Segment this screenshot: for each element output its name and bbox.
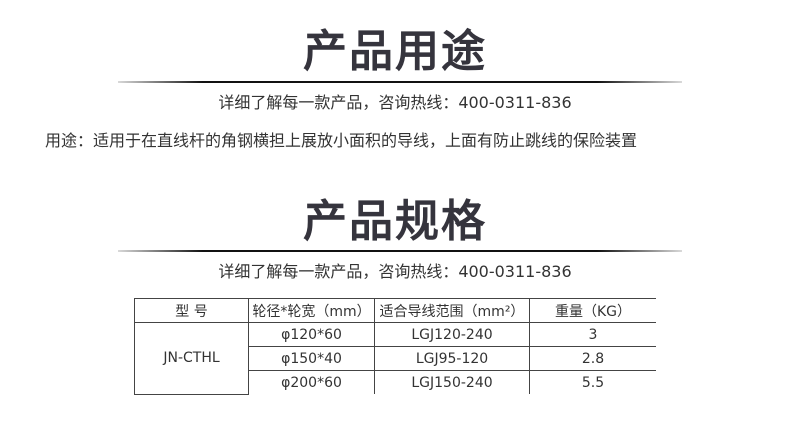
- table-row: φ150*40 LGJ95-120 2.8: [135, 346, 656, 371]
- table-row: φ200*60 LGJ150-240 5.5: [135, 370, 656, 394]
- header-model: 型 号: [134, 298, 249, 323]
- header-range: 适合导线范围（mm²）: [374, 298, 530, 323]
- section-title-usage: 产品用途: [303, 26, 487, 77]
- contact-line: 详细了解每一款产品，咨询热线：400-0311-836: [218, 262, 572, 281]
- range-cell: LGJ120-240: [374, 322, 530, 347]
- divider: [118, 250, 682, 252]
- contact-line: 详细了解每一款产品，咨询热线：400-0311-836: [218, 93, 572, 112]
- usage-text: 用途：适用于在直线杆的角钢横担上展放小面积的导线，上面有防止跳线的保险装置: [45, 131, 638, 150]
- model-cell: JN-CTHL: [134, 322, 249, 395]
- range-cell: LGJ95-120: [374, 346, 530, 371]
- wheel-cell: φ150*40: [248, 346, 375, 371]
- table-row: JN-CTHL φ120*60 LGJ120-240 3: [134, 322, 656, 395]
- spec-table: 型 号 轮径*轮宽（mm） 适合导线范围（mm²） 重量（KG） JN-CTHL…: [134, 298, 656, 395]
- weight-cell: 2.8: [529, 346, 656, 371]
- divider: [118, 81, 682, 83]
- section-title-specs: 产品规格: [303, 196, 487, 247]
- wheel-cell: φ200*60: [248, 370, 375, 394]
- table-header-row: 型 号 轮径*轮宽（mm） 适合导线范围（mm²） 重量（KG）: [134, 298, 656, 323]
- weight-cell: 3: [529, 322, 656, 347]
- range-cell: LGJ150-240: [374, 370, 530, 394]
- header-weight: 重量（KG）: [529, 298, 656, 323]
- wheel-cell: φ120*60: [248, 322, 375, 347]
- header-wheel: 轮径*轮宽（mm）: [248, 298, 375, 323]
- weight-cell: 5.5: [529, 370, 656, 394]
